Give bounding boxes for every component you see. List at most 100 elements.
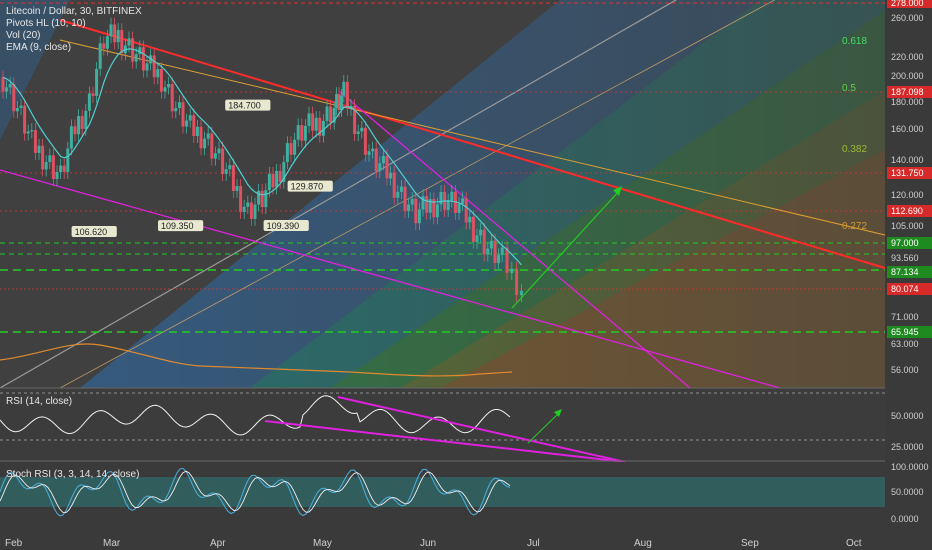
candle-body	[131, 38, 135, 62]
symbol-title[interactable]: Litecoin / Dollar, 30, BITFINEX	[6, 6, 142, 17]
pivot-label: 129.870	[291, 182, 324, 192]
candle-body	[360, 127, 364, 132]
candle-body	[307, 113, 311, 126]
candle-body	[510, 268, 514, 273]
candle-body	[109, 24, 113, 37]
indicator-pivots[interactable]: Pivots HL (10, 10)	[6, 18, 86, 29]
price-tick: 63.000	[891, 339, 919, 349]
x-tick-may: May	[313, 538, 332, 549]
candle-body	[105, 36, 109, 49]
pivot-label: 184.700	[228, 101, 261, 111]
candle-body	[174, 108, 178, 112]
candle-body	[95, 68, 99, 96]
candle-body	[519, 290, 523, 296]
candle-body	[120, 29, 124, 54]
tag-112	[887, 205, 932, 217]
candle-body	[5, 87, 9, 92]
rsi-tick: 50.0000	[891, 411, 924, 421]
candle-body	[457, 203, 461, 213]
candle-body	[23, 105, 27, 134]
candle-body	[217, 148, 221, 154]
tag-80-text: 80.074	[891, 284, 919, 294]
candle-body	[407, 204, 411, 211]
candle-body	[91, 93, 95, 96]
time-axis-bg	[0, 532, 932, 550]
tag-278-text: 278.000	[891, 0, 924, 8]
rsi-arrow-head	[554, 409, 562, 417]
candle-body	[73, 126, 77, 135]
candle-body	[515, 268, 519, 296]
candle-body	[1, 77, 5, 92]
candle-body	[113, 24, 117, 43]
pivot-label: 106.620	[75, 227, 108, 237]
candle-body	[224, 169, 228, 175]
price-tick: 140.000	[891, 155, 924, 165]
candle-body	[59, 165, 63, 172]
stoch-d-line	[0, 470, 511, 514]
candle-body	[468, 216, 472, 223]
fan-line-tan	[59, 0, 776, 389]
candle-body	[396, 191, 400, 198]
rsi-arrow	[527, 411, 561, 444]
candle-body	[417, 209, 421, 224]
candle-body	[289, 143, 293, 155]
candle-body	[213, 153, 217, 159]
candle-body	[464, 198, 468, 223]
candle-body	[275, 170, 279, 188]
candle-body	[231, 165, 235, 191]
candle-body	[479, 229, 483, 236]
candle-body	[435, 204, 439, 218]
fib-label-0618: 0.618	[842, 36, 867, 47]
candle-body	[314, 117, 318, 131]
pivot-label: 109.350	[161, 221, 194, 231]
indicator-ema[interactable]: EMA (9, close)	[6, 42, 72, 53]
candle-body	[235, 185, 239, 191]
x-tick-feb: Feb	[5, 538, 23, 549]
candle-body	[98, 43, 102, 69]
candle-body	[127, 38, 131, 46]
candle-body	[345, 81, 349, 109]
candle-body	[425, 196, 429, 213]
candle-body	[55, 171, 59, 179]
candle-body	[271, 173, 275, 188]
stoch-label[interactable]: Stoch RSI (3, 3, 14, 14, close)	[6, 469, 140, 480]
tag-187	[887, 86, 932, 98]
fan-band-blue	[80, 0, 760, 388]
fan-band-green	[330, 10, 885, 388]
indicator-vol[interactable]: Vol (20)	[6, 30, 41, 41]
candle-body	[421, 196, 425, 210]
candle-body	[51, 155, 55, 179]
pivot-label-box	[287, 180, 333, 192]
candle-body	[33, 130, 37, 153]
candle-body	[260, 190, 264, 208]
trendline-red	[59, 19, 886, 269]
price-axis: 260.000 220.000 200.000 180.000 160.000 …	[887, 0, 932, 524]
price-tick: 220.000	[891, 52, 924, 62]
tag-65	[887, 326, 932, 338]
candle-body	[337, 93, 341, 110]
candle-body	[257, 190, 261, 205]
candle-body	[267, 173, 271, 191]
candle-body	[493, 240, 497, 264]
fan-band-teal	[250, 0, 885, 388]
candle-body	[26, 131, 30, 134]
candle-body	[203, 138, 207, 149]
candle-body	[242, 206, 246, 212]
candle-body	[177, 102, 181, 109]
tag-80	[887, 283, 932, 295]
price-tick: 200.000	[891, 71, 924, 81]
candle-body	[221, 148, 225, 175]
pivot-label: 109.390	[267, 221, 300, 231]
candle-body	[156, 69, 160, 78]
candle-body	[8, 84, 12, 88]
x-tick-sep: Sep	[741, 538, 759, 549]
candle-body	[475, 235, 479, 242]
candle-body	[325, 106, 329, 121]
rsi-label[interactable]: RSI (14, close)	[6, 396, 73, 407]
candle-body	[285, 143, 289, 163]
x-tick-jun: Jun	[420, 538, 436, 549]
candle-body	[246, 202, 250, 207]
rsi-line	[0, 395, 511, 436]
candle-body	[149, 55, 153, 64]
